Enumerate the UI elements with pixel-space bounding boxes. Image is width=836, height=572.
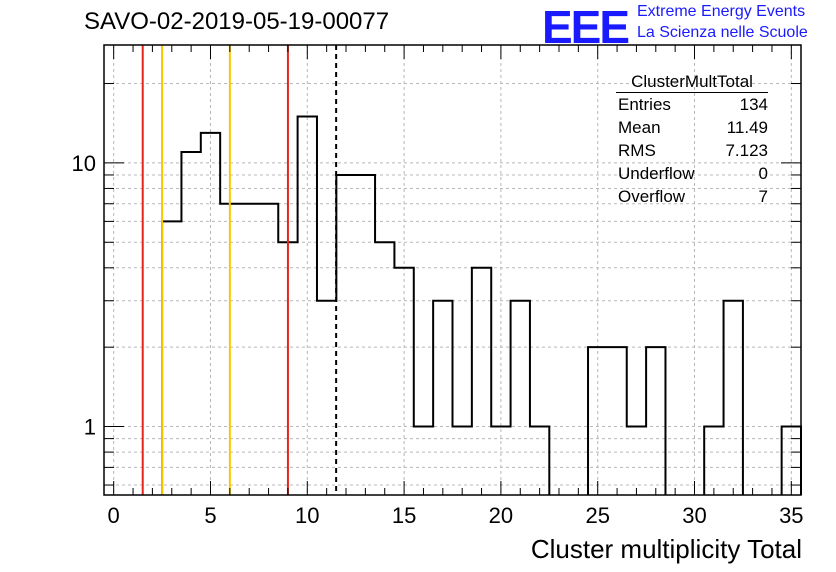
stats-row-mean: Mean 11.49 bbox=[612, 116, 772, 139]
histogram-bin bbox=[627, 427, 646, 495]
plot-frame bbox=[103, 44, 802, 496]
x-tick-label: 25 bbox=[585, 503, 609, 528]
histogram-bin bbox=[394, 268, 413, 495]
axes-frame bbox=[103, 44, 802, 496]
stats-label: Mean bbox=[618, 118, 661, 137]
stats-value: 7.123 bbox=[725, 141, 768, 160]
histogram-outline bbox=[161, 115, 802, 495]
histogram-bin bbox=[375, 242, 394, 495]
stats-value: 11.49 bbox=[726, 118, 768, 137]
stats-row-entries: Entries 134 bbox=[612, 93, 772, 116]
histogram-bin bbox=[201, 133, 220, 495]
histogram-bin bbox=[317, 301, 336, 495]
stats-row-overflow: Overflow 7 bbox=[612, 185, 772, 208]
stats-value: 7 bbox=[758, 187, 768, 206]
stats-label: Entries bbox=[618, 95, 671, 114]
histogram-bin bbox=[336, 175, 355, 495]
histogram-bin bbox=[472, 268, 491, 495]
eee-logo: EEE bbox=[542, 1, 630, 53]
histogram-bin bbox=[414, 427, 433, 495]
x-tick-label: 5 bbox=[204, 503, 216, 528]
x-axis-label: Cluster multiplicity Total bbox=[530, 534, 802, 564]
stats-box: ClusterMultTotal Entries 134 Mean 11.49 … bbox=[612, 72, 772, 208]
histogram-bin bbox=[530, 427, 549, 495]
histogram-bin bbox=[433, 301, 452, 495]
run-title: SAVO-02-2019-05-19-00077 bbox=[84, 8, 390, 35]
y-tick-label: 10 bbox=[72, 151, 96, 176]
x-axis-ticks: 0 5 10 15 20 25 30 35 bbox=[108, 45, 804, 528]
stats-label: RMS bbox=[618, 141, 656, 160]
stats-value: 134 bbox=[739, 95, 768, 114]
x-tick-label: 30 bbox=[682, 503, 706, 528]
x-tick-label: 20 bbox=[489, 503, 513, 528]
histogram-bin bbox=[646, 347, 665, 495]
x-tick-label: 10 bbox=[295, 503, 319, 528]
stats-row-rms: RMS 7.123 bbox=[612, 139, 772, 162]
y-axis-ticks: 1 10 bbox=[72, 83, 801, 486]
x-tick-label: 0 bbox=[108, 503, 120, 528]
histogram-bin bbox=[181, 152, 200, 495]
histogram-bin bbox=[453, 427, 472, 495]
histogram-bin bbox=[588, 347, 607, 495]
histogram-bin bbox=[511, 301, 530, 495]
histogram-bin bbox=[704, 427, 723, 495]
x-tick-label: 35 bbox=[779, 503, 803, 528]
marker-lines bbox=[141, 45, 338, 495]
histogram-bin bbox=[356, 175, 375, 495]
histogram-bin bbox=[724, 301, 743, 495]
y-tick-label: 1 bbox=[84, 415, 96, 440]
stats-label: Underflow bbox=[618, 164, 695, 183]
histogram-series bbox=[161, 115, 802, 495]
logo-subtitle-line1: Extreme Energy Events bbox=[637, 3, 806, 20]
histogram-bin bbox=[240, 204, 259, 495]
histogram-bin bbox=[259, 204, 278, 495]
stats-title: ClusterMultTotal bbox=[616, 72, 768, 93]
histogram-bin bbox=[298, 116, 317, 495]
logo-subtitle-line2: La Scienza nelle Scuole bbox=[637, 24, 808, 41]
stats-value: 0 bbox=[758, 164, 768, 183]
histogram-bin bbox=[607, 347, 626, 495]
stats-label: Overflow bbox=[618, 187, 686, 206]
histogram-bin bbox=[162, 221, 181, 495]
stats-row-underflow: Underflow 0 bbox=[612, 162, 772, 185]
x-tick-label: 15 bbox=[392, 503, 416, 528]
